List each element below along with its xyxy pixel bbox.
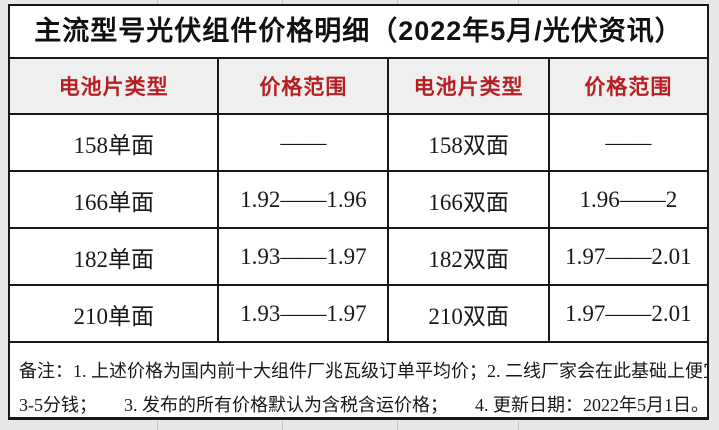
table-title: 主流型号光伏组件价格明细（2022年5月/光伏资讯） — [10, 6, 707, 59]
table-row-182: 182单面 1.93——1.97 182双面 1.97——2.01 — [10, 228, 707, 286]
footnote-line-1: 备注：1. 上述价格为国内前十大组件厂兆瓦级订单平均价；2. 二线厂家会在此基础… — [19, 361, 707, 381]
cell-type: 166双面 — [387, 171, 549, 229]
cell-price: —— — [547, 114, 707, 172]
footnote: 备注：1. 上述价格为国内前十大组件厂兆瓦级订单平均价；2. 二线厂家会在此基础… — [10, 343, 707, 422]
col-header-price-range-left: 价格范围 — [217, 59, 389, 115]
cell-price: 1.93——1.97 — [217, 285, 389, 343]
cell-type: 210双面 — [387, 285, 549, 343]
cell-type: 166单面 — [10, 171, 219, 229]
price-table-sheet: 主流型号光伏组件价格明细（2022年5月/光伏资讯） 电池片类型 价格范围 电池… — [8, 4, 709, 420]
header-row: 电池片类型 价格范围 电池片类型 价格范围 — [10, 59, 707, 115]
gridline-tick — [157, 0, 158, 4]
gridline-tick — [157, 421, 158, 430]
col-header-price-range-right: 价格范围 — [547, 59, 707, 115]
cell-price: 1.92——1.96 — [217, 171, 389, 229]
cell-price: 1.96——2 — [547, 171, 707, 229]
cell-price: 1.97——2.01 — [547, 228, 707, 286]
price-table: 电池片类型 价格范围 电池片类型 价格范围 158单面 —— 158双面 —— … — [10, 59, 707, 343]
footnote-line-2: 3-5分钱； 3. 发布的所有价格默认为含税含运价格； 4. 更新日期：2022… — [19, 395, 707, 415]
table-row-158: 158单面 —— 158双面 —— — [10, 114, 707, 172]
cell-type: 158单面 — [10, 114, 219, 172]
col-header-cell-type-right: 电池片类型 — [387, 59, 549, 115]
table-row-210: 210单面 1.93——1.97 210双面 1.97——2.01 — [10, 285, 707, 343]
cell-price: 1.97——2.01 — [547, 285, 707, 343]
cell-type: 210单面 — [10, 285, 219, 343]
gridline-tick — [282, 421, 283, 430]
gridline-tick — [518, 421, 519, 430]
gridline-tick — [282, 0, 283, 4]
table-row-166: 166单面 1.92——1.96 166双面 1.96——2 — [10, 171, 707, 229]
gridline-tick — [518, 0, 519, 4]
col-header-cell-type-left: 电池片类型 — [10, 59, 219, 115]
cell-type: 182单面 — [10, 228, 219, 286]
gridline-tick — [397, 0, 398, 4]
cell-price: 1.93——1.97 — [217, 228, 389, 286]
cell-type: 182双面 — [387, 228, 549, 286]
gridline-tick — [397, 421, 398, 430]
cell-price: —— — [217, 114, 389, 172]
cell-type: 158双面 — [387, 114, 549, 172]
